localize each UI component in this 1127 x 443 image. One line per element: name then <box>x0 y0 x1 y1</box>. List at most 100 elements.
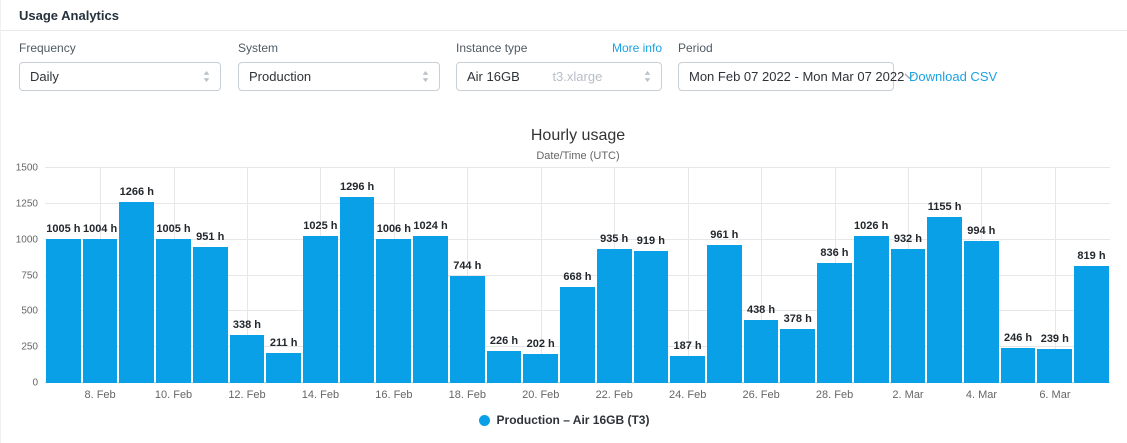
bar-slot: 338 h <box>229 168 266 383</box>
bar-slot: 961 h <box>706 168 743 383</box>
bar-value-label: 187 h <box>673 340 702 353</box>
frequency-value: Daily <box>30 69 59 84</box>
stepper-icon <box>203 71 210 82</box>
bar[interactable] <box>1074 265 1109 383</box>
x-gridline <box>761 168 763 383</box>
x-axis-tick-label: 26. Feb <box>742 389 780 401</box>
bar-slot: 1004 h <box>82 168 119 383</box>
bar-value-label: 202 h <box>526 338 555 351</box>
y-axis-tick-label: 1250 <box>15 198 38 210</box>
period-value: Mon Feb 07 2022 - Mon Mar 07 2022 <box>689 69 905 84</box>
x-gridline <box>246 168 248 383</box>
chevron-down-icon <box>904 73 915 80</box>
legend-marker-icon <box>478 414 490 426</box>
bar-slot: 202 h <box>522 168 559 383</box>
bar-slot: 1006 h <box>375 168 412 383</box>
x-gridline <box>467 168 469 383</box>
y-axis-labels: 0 250 500 750 1000 1250 1500 <box>1 163 38 389</box>
x-axis-tick-label: 4. Mar <box>965 389 998 401</box>
bar[interactable] <box>780 328 816 383</box>
system-select[interactable]: Production <box>238 62 440 91</box>
legend-item[interactable]: Production – Air 16GB (T3) <box>1 413 1127 427</box>
bar-value-label: 1025 h <box>303 220 338 233</box>
download-csv-link[interactable]: Download CSV <box>909 69 998 84</box>
bar-value-label: 668 h <box>563 271 592 284</box>
bar-value-label: 1004 h <box>82 223 118 236</box>
x-axis-tick-label: 28. Feb <box>815 389 854 401</box>
bar[interactable] <box>706 245 742 383</box>
x-axis-tick-label: 10. Feb <box>154 389 193 401</box>
x-axis-tick-label: 6. Mar <box>1039 389 1071 401</box>
bar-value-label: 744 h <box>453 260 482 273</box>
frequency-field: Frequency Daily <box>19 41 221 91</box>
bar-slot: 819 h <box>1073 168 1110 383</box>
bar-value-label: 1006 h <box>376 222 411 235</box>
bar[interactable] <box>413 236 448 383</box>
x-axis-tick-label: 12. Feb <box>228 389 266 401</box>
bar[interactable] <box>1000 347 1036 383</box>
y-axis-tick-label: 1000 <box>15 234 38 246</box>
bar[interactable] <box>633 251 669 383</box>
bar-slot: 1005 h <box>155 168 192 383</box>
bar[interactable] <box>229 334 265 383</box>
bar-value-label: 1266 h <box>119 185 154 198</box>
bar-slot: 438 h <box>743 168 780 383</box>
bar[interactable] <box>743 320 779 383</box>
bar[interactable] <box>192 246 228 383</box>
bar[interactable] <box>486 350 522 383</box>
frequency-label: Frequency <box>19 41 76 55</box>
bar[interactable] <box>449 276 485 383</box>
panel-title: Usage Analytics <box>19 8 119 23</box>
y-axis-tick-label: 750 <box>21 270 38 281</box>
bar[interactable] <box>82 239 118 383</box>
y-gridline <box>45 202 1110 204</box>
bar-value-label: 935 h <box>600 232 629 245</box>
bar[interactable] <box>963 240 999 383</box>
bar-value-label: 1024 h <box>413 220 448 233</box>
legend-label: Production – Air 16GB (T3) <box>496 413 650 427</box>
bar[interactable] <box>927 217 962 383</box>
y-axis-tick-label: 0 <box>32 377 38 389</box>
bar[interactable] <box>119 201 155 383</box>
bar-slot: 187 h <box>669 168 706 383</box>
bar[interactable] <box>890 249 926 383</box>
instance-type-select[interactable]: Air 16GB t3.xlarge <box>456 62 662 91</box>
bar[interactable] <box>46 238 81 383</box>
more-info-link[interactable]: More info <box>611 41 662 55</box>
bar[interactable] <box>266 352 302 383</box>
x-gridline <box>687 168 689 383</box>
bar-slot: 836 h <box>816 168 853 383</box>
stepper-icon <box>422 71 429 82</box>
stepper-icon <box>644 71 651 82</box>
bar[interactable] <box>303 236 338 383</box>
bar-value-label: 961 h <box>710 229 739 242</box>
bar[interactable] <box>523 354 559 383</box>
x-axis-tick-label: 16. Feb <box>375 389 413 401</box>
bar-value-label: 378 h <box>783 312 812 325</box>
bar[interactable] <box>376 238 412 383</box>
bar-slot: 1266 h <box>118 168 155 383</box>
bar-slot: 226 h <box>486 168 523 383</box>
bar[interactable] <box>339 197 375 383</box>
bar[interactable] <box>596 248 632 383</box>
bar-value-label: 1026 h <box>854 219 889 232</box>
bar[interactable] <box>1037 348 1073 383</box>
frequency-select[interactable]: Daily <box>19 62 221 91</box>
chart-title: Hourly usage <box>530 127 626 144</box>
bar-value-label: 836 h <box>820 247 849 260</box>
bar-slot: 951 h <box>192 168 229 383</box>
bar-slot: 744 h <box>449 168 486 383</box>
bar[interactable] <box>853 235 889 383</box>
bar[interactable] <box>817 263 852 383</box>
bar-slot: 1296 h <box>339 168 376 383</box>
instance-type-label: Instance type <box>456 41 528 55</box>
bar[interactable] <box>156 238 191 383</box>
instance-type-field: Instance type More info Air 16GB t3.xlar… <box>456 41 662 91</box>
bar-slot: 246 h <box>1000 168 1037 383</box>
bar[interactable] <box>670 356 705 383</box>
bar-value-label: 226 h <box>489 334 519 347</box>
bar[interactable] <box>560 287 595 383</box>
period-select[interactable]: Mon Feb 07 2022 - Mon Mar 07 2022 <box>678 62 915 91</box>
bar-slot: 378 h <box>779 168 816 383</box>
